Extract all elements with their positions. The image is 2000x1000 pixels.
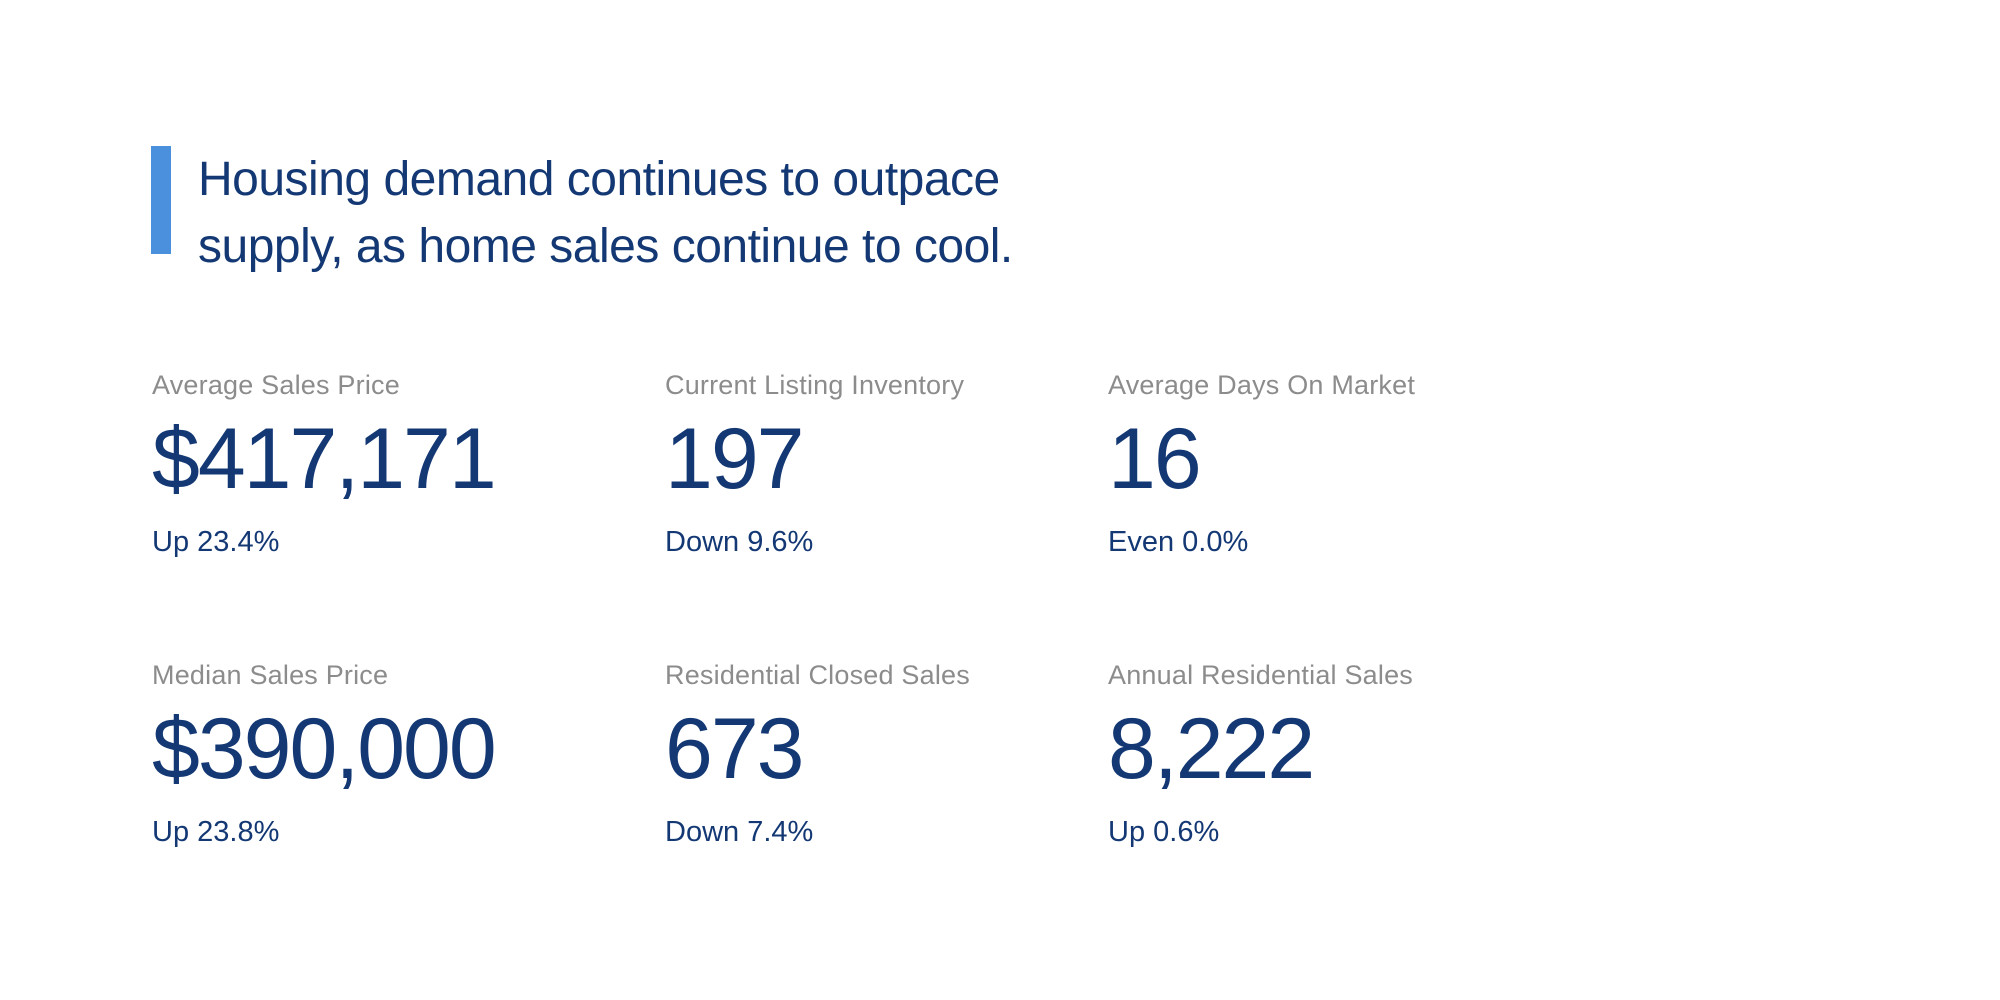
stat-value: 673 bbox=[665, 701, 805, 797]
stat-label: Annual Residential Sales bbox=[1108, 660, 1413, 690]
stats-grid: Average Sales Price $417,171 Up 23.4% Cu… bbox=[152, 372, 1848, 848]
stat-value: 16 bbox=[1108, 411, 1202, 507]
stat-change: Down 9.6% bbox=[665, 526, 814, 558]
stat-value: $390,000 bbox=[152, 701, 497, 797]
stat-average-days-on-market: Average Days On Market 16 Even 0.0% bbox=[1108, 372, 1848, 558]
stat-change: Up 23.8% bbox=[152, 816, 280, 848]
stat-value: 8,222 bbox=[1108, 701, 1315, 797]
stat-median-sales-price: Median Sales Price $390,000 Up 23.8% bbox=[152, 662, 665, 848]
stat-current-listing-inventory: Current Listing Inventory 197 Down 9.6% bbox=[665, 372, 1108, 558]
stat-change: Up 0.6% bbox=[1108, 816, 1220, 848]
stat-label: Current Listing Inventory bbox=[665, 370, 965, 400]
stat-average-sales-price: Average Sales Price $417,171 Up 23.4% bbox=[152, 372, 665, 558]
stat-change: Up 23.4% bbox=[152, 526, 280, 558]
stat-label: Average Days On Market bbox=[1108, 370, 1416, 400]
stat-label: Residential Closed Sales bbox=[665, 660, 970, 690]
headline-line-2: supply, as home sales continue to cool. bbox=[198, 220, 1013, 273]
stat-value: 197 bbox=[665, 411, 805, 507]
headline: Housing demand continues to outpace suppl… bbox=[198, 146, 1013, 280]
stat-value: $417,171 bbox=[152, 411, 497, 507]
stat-change: Down 7.4% bbox=[665, 816, 814, 848]
stat-annual-residential-sales: Annual Residential Sales 8,222 Up 0.6% bbox=[1108, 662, 1848, 848]
headline-block: Housing demand continues to outpace suppl… bbox=[151, 146, 1013, 280]
stat-change: Even 0.0% bbox=[1108, 526, 1249, 558]
stat-residential-closed-sales: Residential Closed Sales 673 Down 7.4% bbox=[665, 662, 1108, 848]
headline-line-1: Housing demand continues to outpace bbox=[198, 153, 1000, 206]
stat-label: Average Sales Price bbox=[152, 370, 400, 400]
stat-label: Median Sales Price bbox=[152, 660, 389, 690]
headline-accent-bar bbox=[151, 146, 171, 254]
